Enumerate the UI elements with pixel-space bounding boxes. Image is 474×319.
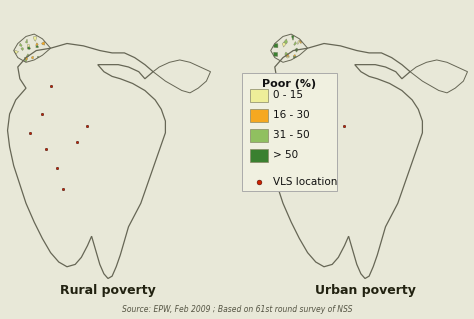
Text: Urban poverty: Urban poverty bbox=[315, 284, 415, 297]
Polygon shape bbox=[27, 47, 30, 49]
Polygon shape bbox=[300, 41, 302, 43]
Polygon shape bbox=[19, 43, 22, 47]
Text: Source: EPW, Feb 2009 ; Based on 61st round survey of NSS: Source: EPW, Feb 2009 ; Based on 61st ro… bbox=[122, 305, 352, 314]
Polygon shape bbox=[295, 48, 298, 52]
Polygon shape bbox=[299, 40, 301, 42]
Polygon shape bbox=[293, 55, 296, 57]
FancyBboxPatch shape bbox=[242, 73, 337, 191]
Text: Rural poverty: Rural poverty bbox=[60, 284, 156, 297]
Polygon shape bbox=[26, 39, 27, 43]
Bar bbox=[250, 109, 268, 122]
Text: Poor (%): Poor (%) bbox=[263, 79, 317, 89]
Bar bbox=[250, 89, 268, 102]
Text: > 50: > 50 bbox=[273, 151, 298, 160]
Polygon shape bbox=[36, 45, 39, 48]
Polygon shape bbox=[286, 56, 289, 58]
Polygon shape bbox=[15, 50, 18, 54]
Polygon shape bbox=[294, 41, 296, 45]
Polygon shape bbox=[283, 42, 286, 47]
Polygon shape bbox=[292, 35, 294, 40]
Polygon shape bbox=[42, 41, 45, 45]
Polygon shape bbox=[37, 56, 39, 58]
Polygon shape bbox=[31, 56, 34, 59]
Polygon shape bbox=[274, 44, 278, 48]
Text: VLS location: VLS location bbox=[273, 177, 337, 187]
Polygon shape bbox=[283, 39, 287, 44]
Bar bbox=[250, 129, 268, 142]
Polygon shape bbox=[24, 57, 27, 62]
Polygon shape bbox=[36, 43, 38, 46]
Text: 31 - 50: 31 - 50 bbox=[273, 130, 310, 140]
Polygon shape bbox=[273, 52, 278, 56]
Text: 16 - 30: 16 - 30 bbox=[273, 110, 310, 121]
Polygon shape bbox=[27, 44, 29, 47]
Polygon shape bbox=[293, 56, 296, 58]
Polygon shape bbox=[33, 37, 37, 41]
Polygon shape bbox=[298, 41, 300, 44]
Text: 0 - 15: 0 - 15 bbox=[273, 91, 303, 100]
Polygon shape bbox=[27, 54, 29, 57]
Bar bbox=[250, 149, 268, 162]
Polygon shape bbox=[285, 52, 288, 56]
Polygon shape bbox=[286, 54, 289, 56]
Polygon shape bbox=[21, 48, 24, 50]
Polygon shape bbox=[25, 57, 27, 61]
